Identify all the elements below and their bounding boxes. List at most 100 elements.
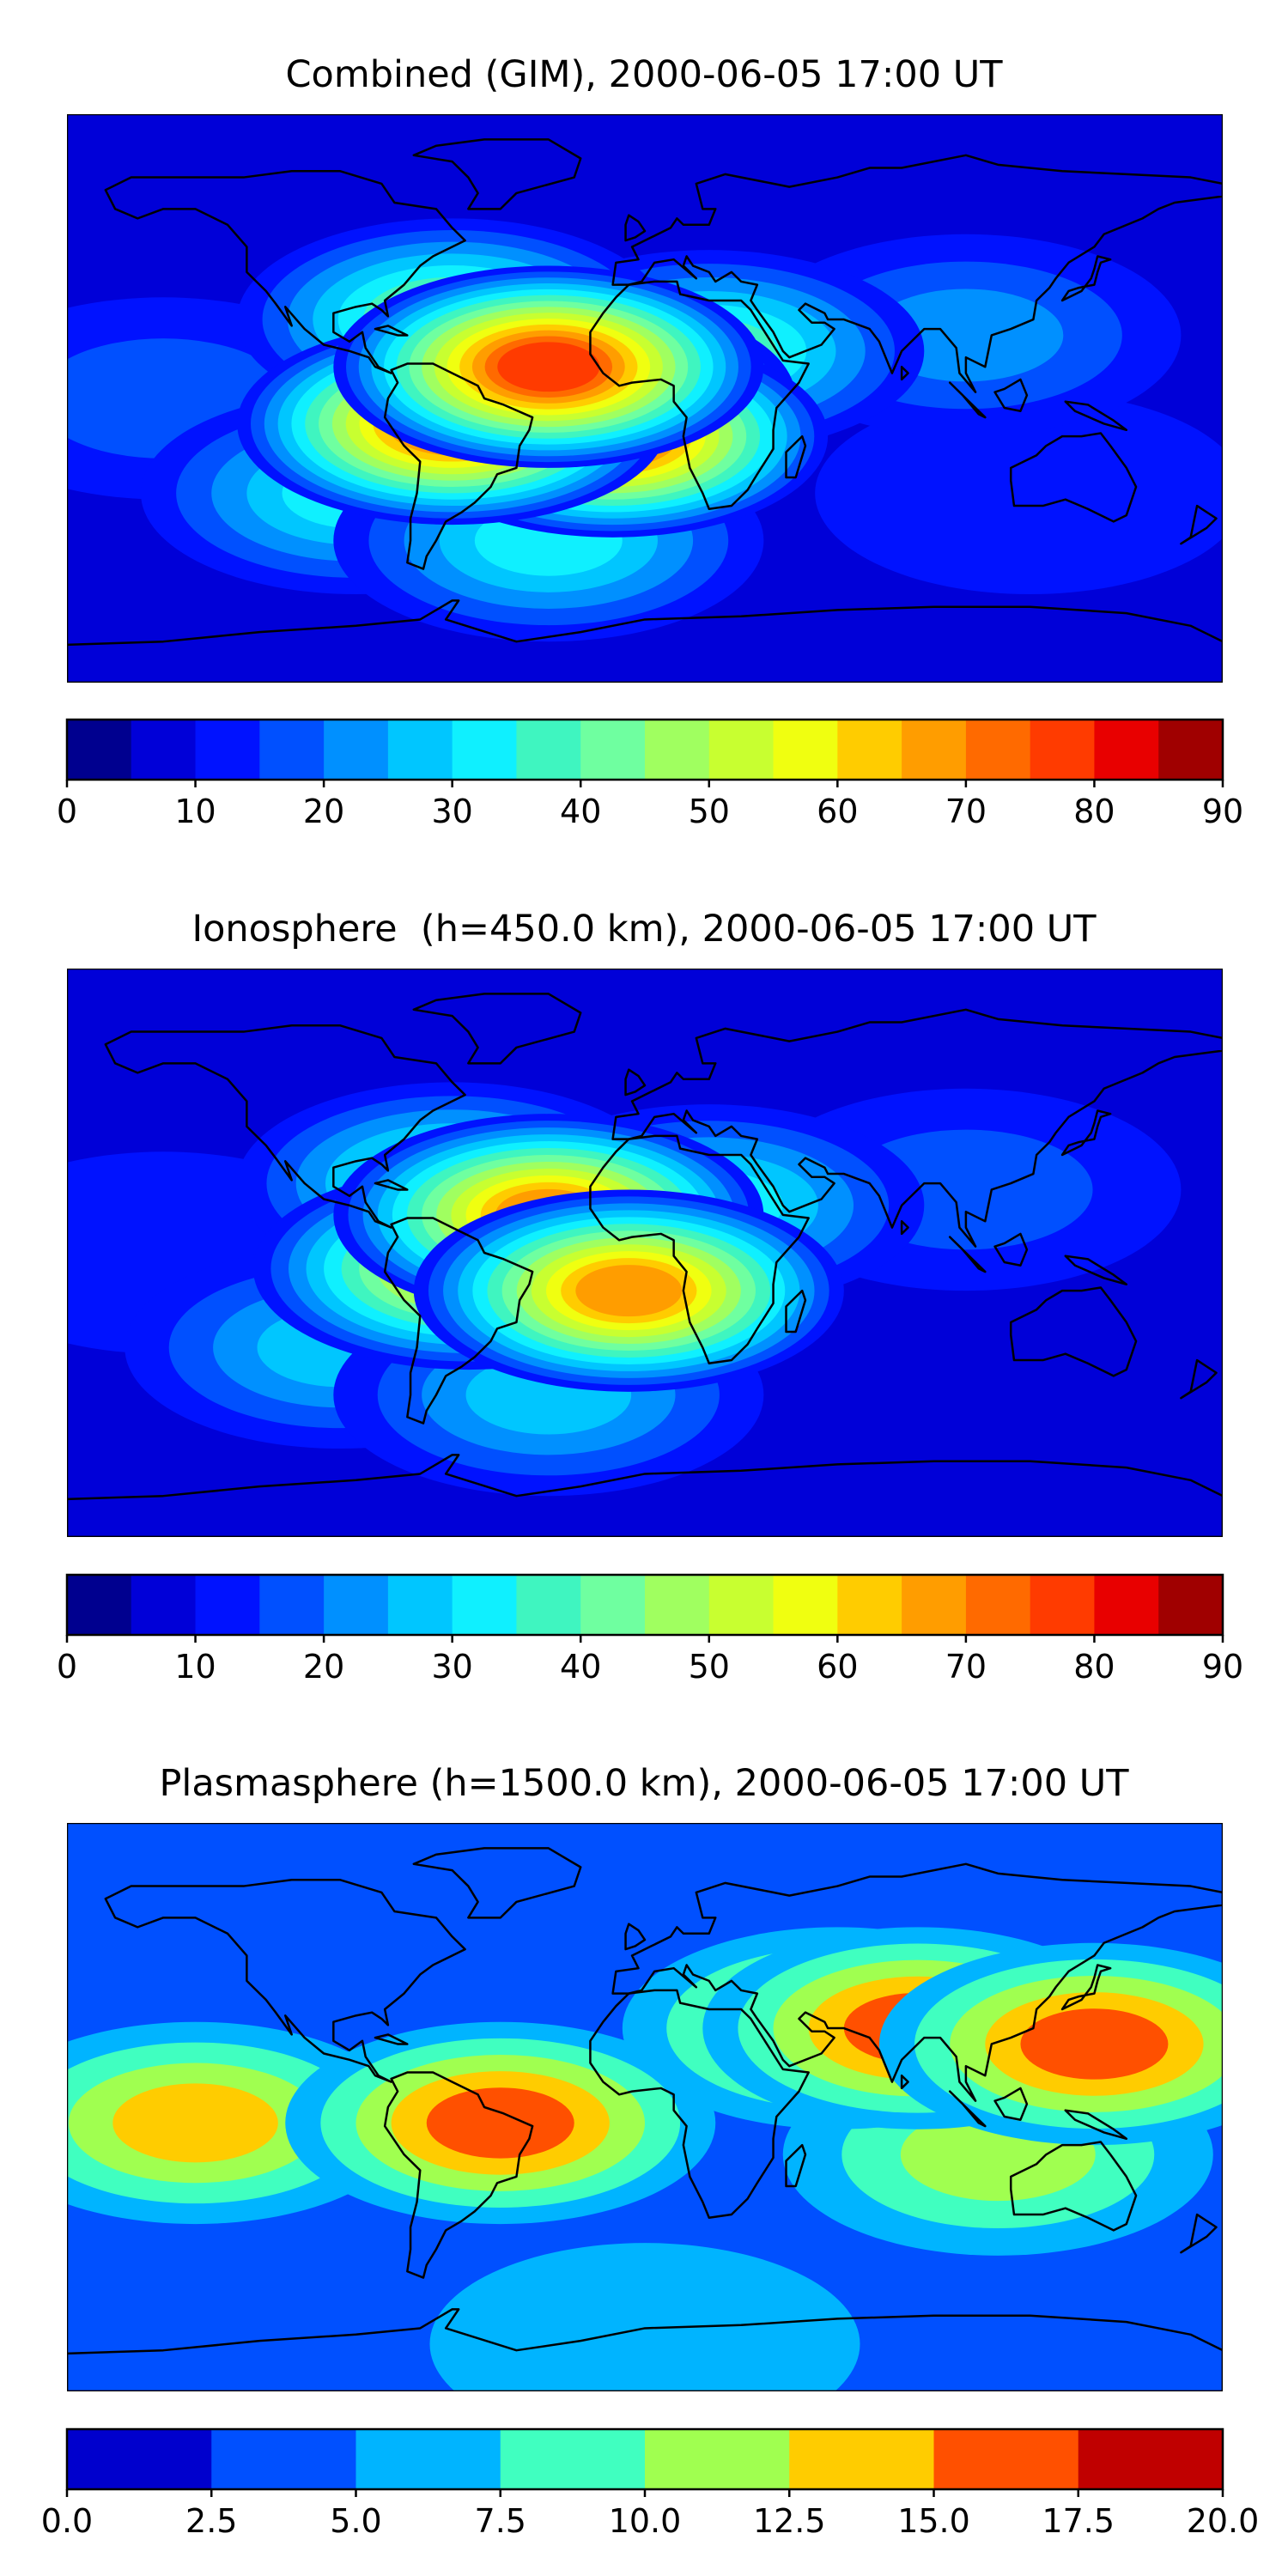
coastline-path [1066, 2111, 1127, 2139]
colorbar-segment [131, 720, 197, 780]
coastline-path [375, 2034, 407, 2044]
colorbar-segment [67, 1575, 132, 1635]
colorbar-segment [324, 720, 389, 780]
panel-title-ionosphere: Ionosphere (h=450.0 km), 2000-06-05 17:0… [191, 908, 1097, 951]
colorbar-segment [580, 720, 646, 780]
map-ionosphere [67, 969, 1223, 1537]
coastline-path [787, 2145, 805, 2186]
coastline-path [902, 2075, 908, 2088]
colorbar-segment [1030, 1575, 1095, 1635]
colorbar-segment [1158, 720, 1224, 780]
contour-band [112, 2083, 278, 2163]
colorbar-tick-label: 0 [57, 1648, 77, 1686]
coastline-path [590, 282, 808, 509]
colorbar-segment [195, 1575, 260, 1635]
coastline-path [1011, 1287, 1136, 1376]
colorbar-segment [355, 2429, 501, 2489]
coastline-path [1062, 1965, 1110, 2009]
colorbar-segment [452, 720, 517, 780]
colorbar-tick-label: 50 [689, 1648, 730, 1686]
colorbar-segment [324, 1575, 389, 1635]
coastline-path [385, 1218, 532, 1424]
coastline-path [67, 1455, 1223, 1537]
coastline-path [902, 1221, 908, 1234]
contour-band [497, 342, 600, 392]
colorbar-segment [645, 720, 710, 780]
colorbar-tick-label: 12.5 [753, 2502, 826, 2540]
coastline-path [385, 364, 532, 569]
colorbar-tick-label: 2.5 [185, 2502, 237, 2540]
colorbar-tick-label: 20 [303, 1648, 344, 1686]
colorbar-tick-label: 20.0 [1187, 2502, 1260, 2540]
coastline-path [375, 1180, 407, 1189]
coastlines [67, 993, 1223, 1537]
colorbar-segment [131, 1575, 197, 1635]
coastline-path [626, 216, 645, 240]
coastline-path [1066, 402, 1127, 430]
colorbar-tick-label: 60 [817, 793, 858, 830]
coastline-path [1181, 506, 1216, 544]
colorbar-tick-label: 80 [1073, 1648, 1115, 1686]
colorbar-segment [516, 1575, 581, 1635]
colorbar-segment [837, 1575, 902, 1635]
coastline-path [613, 1010, 1223, 1247]
coastline-path [613, 1864, 1223, 2101]
colorbar-segment [1030, 720, 1095, 780]
colorbar-segment [580, 1575, 646, 1635]
colorbar-segment [500, 2429, 646, 2489]
coastline-path [1066, 1256, 1127, 1285]
colorbar-tick-label: 90 [1202, 793, 1243, 830]
colorbar-segment [387, 1575, 453, 1635]
coastline-path [590, 1136, 808, 1364]
colorbar-frame [65, 1573, 1224, 1637]
coastline-path [902, 367, 908, 380]
field-layer [67, 114, 1223, 683]
colorbar-segment [211, 2429, 356, 2489]
colorbar-tick-label: 15.0 [897, 2502, 970, 2540]
colorbar-segment [1094, 1575, 1159, 1635]
colorbar-tick-label: 30 [431, 1648, 472, 1686]
colorbar-tick-label: 0.0 [41, 2502, 93, 2540]
colorbar-segment [645, 2429, 790, 2489]
coastline-path [1011, 2142, 1136, 2230]
colorbar-combined: 0 10 20 30 40 50 60 70 80 90 [57, 718, 1243, 830]
colorbar-tick-label: 70 [945, 793, 987, 830]
panel-title-plasmasphere: Plasmasphere (h=1500.0 km), 2000-06-05 1… [159, 1762, 1129, 1805]
coastline-path [613, 155, 1223, 392]
coastline-path [375, 325, 407, 335]
coastline-path [1181, 1360, 1216, 1398]
map-plasmasphere [67, 1823, 1223, 2391]
colorbar-segment [902, 720, 967, 780]
colorbar-tick-label: 30 [431, 793, 472, 830]
colorbar-segment [516, 720, 581, 780]
coastline-path [626, 1924, 645, 1949]
coastline-path [590, 1990, 808, 2218]
colorbar-segment [452, 1575, 517, 1635]
coastline-path [1181, 2215, 1216, 2252]
coastline-path [414, 993, 580, 1063]
colorbar-segment [933, 2429, 1079, 2489]
colorbar-segment [965, 1575, 1031, 1635]
colorbar-segment [259, 720, 325, 780]
coastline-path [950, 383, 985, 417]
coastlines [67, 139, 1223, 683]
coastline-path [106, 1880, 465, 2081]
coastline-path [995, 380, 1027, 411]
colorbar-segment [789, 2429, 934, 2489]
colorbar-tick-label: 10.0 [609, 2502, 682, 2540]
colorbar-tick-label: 10 [174, 1648, 216, 1686]
coastline-path [67, 600, 1223, 683]
colorbar-tick-label: 7.5 [475, 2502, 526, 2540]
colorbar-segment [773, 1575, 838, 1635]
coastline-path [787, 436, 805, 477]
colorbar-segment [387, 720, 453, 780]
colorbar-tick-label: 40 [560, 793, 601, 830]
colorbar-segment [837, 720, 902, 780]
coastline-path [626, 1070, 645, 1095]
coastline-path [106, 171, 465, 373]
coastlines [67, 1848, 1223, 2391]
colorbar-segment [195, 720, 260, 780]
colorbar-segment [1078, 2429, 1224, 2489]
colorbar-tick-label: 5.0 [330, 2502, 381, 2540]
colorbar-ionosphere: 0 10 20 30 40 50 60 70 80 90 [57, 1573, 1243, 1686]
